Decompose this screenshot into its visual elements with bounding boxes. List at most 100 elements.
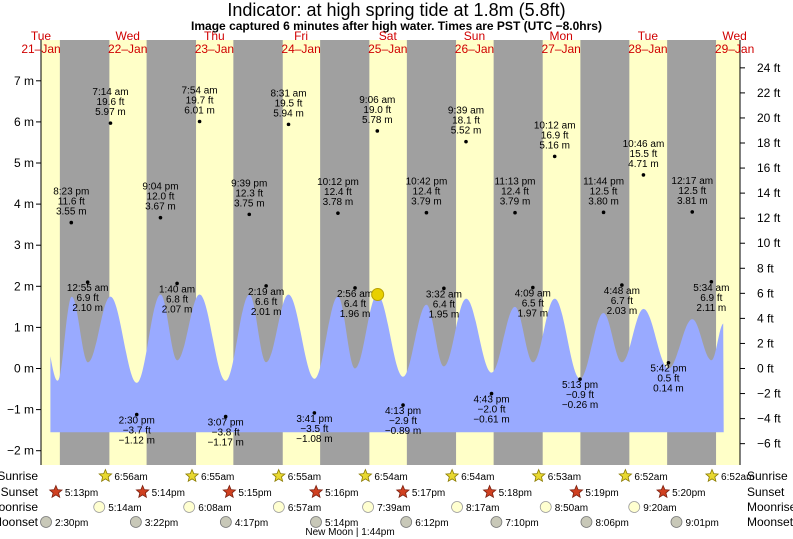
right-tick-label: 20 ft [757, 111, 781, 125]
tide-time-label: 5:42 pm [650, 364, 686, 375]
tide-ft-label: 19.7 ft [186, 95, 214, 106]
tide-ft-label: 12.4 ft [413, 187, 441, 198]
tide-time-label: 9:06 am [359, 95, 395, 106]
tide-point [264, 284, 268, 288]
moonset-icon [490, 516, 503, 528]
tide-ft-label: 15.5 ft [630, 149, 658, 160]
tide-time-label: 10:12 pm [317, 177, 359, 188]
tide-point [158, 215, 163, 220]
tide-time-label: 3:32 am [426, 289, 462, 300]
sunrise-time-label: 6:52am [634, 472, 667, 483]
moonrise-time-label: 6:08am [198, 503, 231, 514]
tide-m-label: 0.14 m [653, 384, 684, 395]
sunset-time-label: 5:13pm [65, 488, 98, 499]
moonset-time-label: 3:22pm [145, 518, 178, 529]
tide-m-label: −0.61 m [473, 415, 509, 426]
left-tick-label: 3 m [14, 238, 34, 252]
right-tick-label: 10 ft [757, 236, 781, 250]
right-tick-label: 22 ft [757, 86, 781, 100]
tide-time-label: 7:14 am [92, 87, 128, 98]
tide-time-label: 4:43 pm [473, 395, 509, 406]
right-tick-label: 24 ft [757, 61, 781, 75]
right-tick-label: 0 ft [757, 362, 774, 376]
moonrise-icon [362, 501, 374, 513]
tide-time-label: 11:44 pm [583, 176, 624, 187]
tide-m-label: 5.16 m [539, 140, 570, 151]
sunrise-time-label: 6:52am [721, 472, 754, 483]
tide-m-label: 2.11 m [696, 303, 726, 314]
moonset-icon [310, 516, 322, 528]
left-tick-label: 6 m [14, 115, 34, 129]
day-labels: Tue21–JanWed22–JanThu23–JanFri24–JanSat2… [21, 29, 754, 56]
moonset-icon [580, 516, 593, 528]
right-tick-label: 8 ft [757, 261, 774, 275]
ribbon-row-label-left: Sunrise [0, 469, 38, 483]
moonset-icon [400, 516, 413, 528]
sunrise-icon [184, 468, 200, 483]
tide-m-label: 2.10 m [72, 303, 103, 314]
sunset-icon [48, 484, 63, 499]
tide-point [375, 129, 380, 133]
tide-time-label: 12:17 am [671, 176, 713, 187]
tide-time-label: 2:19 am [248, 287, 284, 298]
tide-point [312, 411, 317, 415]
tide-point [641, 173, 646, 177]
tide-point [424, 210, 429, 215]
tide-m-label: −1.12 m [119, 436, 155, 447]
tide-ft-label: 16.9 ft [541, 130, 569, 141]
tide-m-label: 3.80 m [588, 196, 619, 207]
tide-m-label: −1.17 m [207, 438, 243, 449]
tide-m-label: 5.52 m [451, 126, 482, 137]
tide-point [134, 412, 139, 417]
tide-point [353, 286, 357, 290]
left-tick-label: −1 m [7, 403, 34, 417]
sunrise-icon [271, 468, 286, 483]
axes: 7 m 6 m 5 m 4 m 3 m 2 m 1 m 0 m −1 m −2 m 24 ft 22 … [7, 40, 781, 465]
sunset-icon [569, 484, 584, 499]
tide-curve [50, 294, 724, 433]
moonset-time-label: 7:10pm [505, 518, 538, 529]
tide-m-label: 1.96 m [340, 309, 371, 320]
ribbon-row-label-right: Moonrise [747, 500, 793, 514]
tide-time-label: 5:13 pm [562, 380, 598, 391]
day-name-label: Tue [31, 29, 52, 43]
tide-ft-label: 18.1 ft [452, 116, 480, 127]
tide-time-label: 9:39 am [448, 106, 484, 117]
ribbon-row-label-right: Moonset [747, 515, 793, 529]
day-date-label: 26–Jan [455, 42, 494, 56]
left-tick-label: 5 m [14, 156, 34, 170]
tide-ft-label: −3.8 ft [212, 428, 240, 439]
tide-ft-label: −0.9 ft [566, 390, 594, 401]
tide-time-label: 8:23 pm [53, 187, 89, 198]
tide-point [666, 360, 671, 365]
tide-m-label: −0.89 m [385, 426, 421, 437]
sunrise-time-label: 6:54am [461, 472, 494, 483]
sunset-icon [222, 484, 237, 499]
tide-point [286, 122, 291, 127]
moonrise-icon [451, 501, 463, 513]
tide-time-label: 11:13 pm [495, 177, 536, 188]
sunset-time-label: 5:17pm [412, 488, 445, 499]
moonset-time-label: 5:14pm [325, 518, 358, 529]
moonrise-time-label: 9:20am [643, 503, 676, 514]
tide-ft-label: 12.5 ft [678, 186, 706, 197]
tide-time-label: 5:34 am [693, 283, 729, 294]
sunrise-time-label: 6:55am [288, 472, 321, 483]
sunset-time-label: 5:15pm [238, 488, 271, 499]
day-date-label: 29–Jan [715, 42, 754, 56]
tide-time-label: 1:40 am [159, 284, 195, 295]
moonrise-time-label: 8:50am [555, 503, 588, 514]
tide-time-label: 12:55 am [67, 283, 109, 294]
tide-ft-label: −3.5 ft [300, 424, 328, 435]
ribbon-row-label-right: Sunset [747, 485, 785, 499]
day-name-label: Tue [638, 29, 659, 43]
tide-ft-label: 11.6 ft [58, 197, 85, 208]
moonrise-time-label: 7:39am [377, 503, 410, 514]
tide-ft-label: 6.9 ft [77, 293, 99, 304]
tide-point [108, 121, 113, 125]
moonrise-icon [183, 501, 196, 513]
new-moon-label: New Moon | 1:44pm [305, 527, 394, 538]
tide-m-label: 5.78 m [362, 115, 393, 126]
day-date-label: 21–Jan [21, 42, 60, 56]
tide-point [620, 283, 624, 287]
